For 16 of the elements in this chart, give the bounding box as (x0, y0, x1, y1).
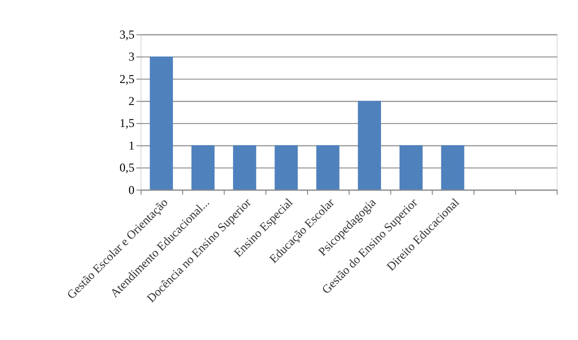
y-tick-label: 1 (128, 138, 135, 152)
y-tick-label: 1,5 (120, 116, 135, 130)
bar (191, 145, 215, 190)
bar (400, 145, 423, 190)
bar (274, 145, 298, 190)
bar (233, 145, 256, 190)
y-tick-label: 0 (128, 182, 135, 197)
y-tick-label: 2,5 (120, 72, 135, 86)
y-tick-label: 0,5 (120, 160, 135, 175)
y-tick-label: 2 (128, 94, 135, 108)
bar (441, 145, 464, 190)
y-tick-label: 3 (128, 50, 135, 64)
y-tick-label: 3,5 (120, 27, 135, 42)
bar (316, 145, 340, 190)
bar (358, 100, 382, 190)
bar (150, 56, 173, 190)
